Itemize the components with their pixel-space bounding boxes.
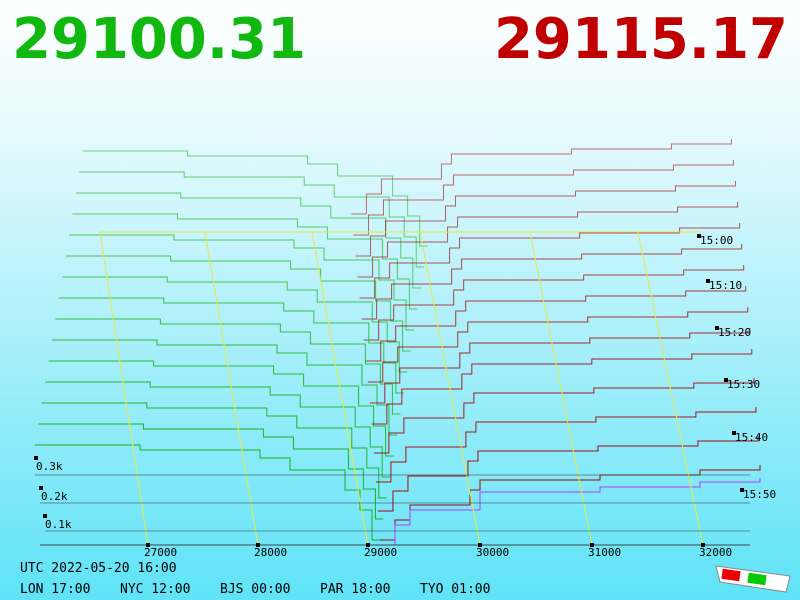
time-label: 15:10 — [709, 279, 742, 292]
time-label: 15:30 — [727, 378, 760, 391]
tick-dot — [732, 431, 736, 435]
utc-time: UTC 2022-05-20 16:00 — [20, 561, 177, 576]
tick-dot — [740, 488, 744, 492]
tick-dot — [697, 234, 701, 238]
price-label: 28000 — [254, 546, 287, 559]
tick-dot — [366, 543, 370, 547]
tick-dot — [34, 456, 38, 460]
ask-depth-line — [371, 348, 753, 425]
grid-line — [311, 231, 369, 546]
depth-label: 0.1k — [45, 518, 72, 531]
price-label: 29000 — [364, 546, 397, 559]
tick-dot — [701, 543, 705, 547]
bid-depth-line — [34, 444, 381, 541]
depth-layers — [34, 138, 761, 546]
tick-dot — [146, 543, 150, 547]
tick-dot — [715, 326, 719, 330]
price-label: 32000 — [699, 546, 732, 559]
time-label: 15:00 — [700, 234, 733, 247]
ask-depth-line — [369, 327, 751, 404]
tick-dot — [706, 279, 710, 283]
ask-depth-line — [355, 180, 737, 257]
tick-dot — [724, 378, 728, 382]
axes: 27000 28000 29000 30000 31000 32000 15:00 15:10… — [34, 231, 776, 559]
bid-depth-line — [37, 423, 384, 520]
clock: PAR 18:00 — [320, 582, 390, 597]
ask-price: 29115.17 — [494, 7, 788, 72]
price-label: 31000 — [588, 546, 621, 559]
clock: LON 17:00 — [20, 582, 90, 597]
tick-dot — [256, 543, 260, 547]
time-label: 15:40 — [735, 431, 768, 444]
ask-front-line — [382, 478, 761, 546]
tick-dot — [39, 486, 43, 490]
grid-line — [529, 231, 593, 546]
ask-depth-line — [357, 201, 739, 278]
bid-price: 29100.31 — [12, 7, 306, 72]
glasses-icon — [715, 565, 791, 593]
grid-line — [204, 231, 259, 546]
time-label: 15:20 — [718, 326, 751, 339]
clock: TYO 01:00 — [420, 582, 490, 597]
clock: NYC 12:00 — [120, 582, 190, 597]
ask-depth-line — [352, 159, 734, 236]
grid-line — [637, 231, 704, 546]
price-label: 30000 — [476, 546, 509, 559]
ask-depth-line — [350, 138, 732, 215]
ask-depth-line — [363, 264, 745, 341]
clock: BJS 00:00 — [220, 582, 290, 597]
depth-label: 0.2k — [41, 490, 68, 503]
grid-line — [419, 231, 481, 546]
depth-label: 0.3k — [36, 460, 63, 473]
ask-depth-line — [365, 285, 747, 362]
ask-depth-line — [361, 243, 743, 320]
time-label: 15:50 — [743, 488, 776, 501]
tick-dot — [590, 543, 594, 547]
tick-dot — [43, 514, 47, 518]
grid-line — [99, 231, 149, 546]
tick-dot — [478, 543, 482, 547]
price-label: 27000 — [144, 546, 177, 559]
